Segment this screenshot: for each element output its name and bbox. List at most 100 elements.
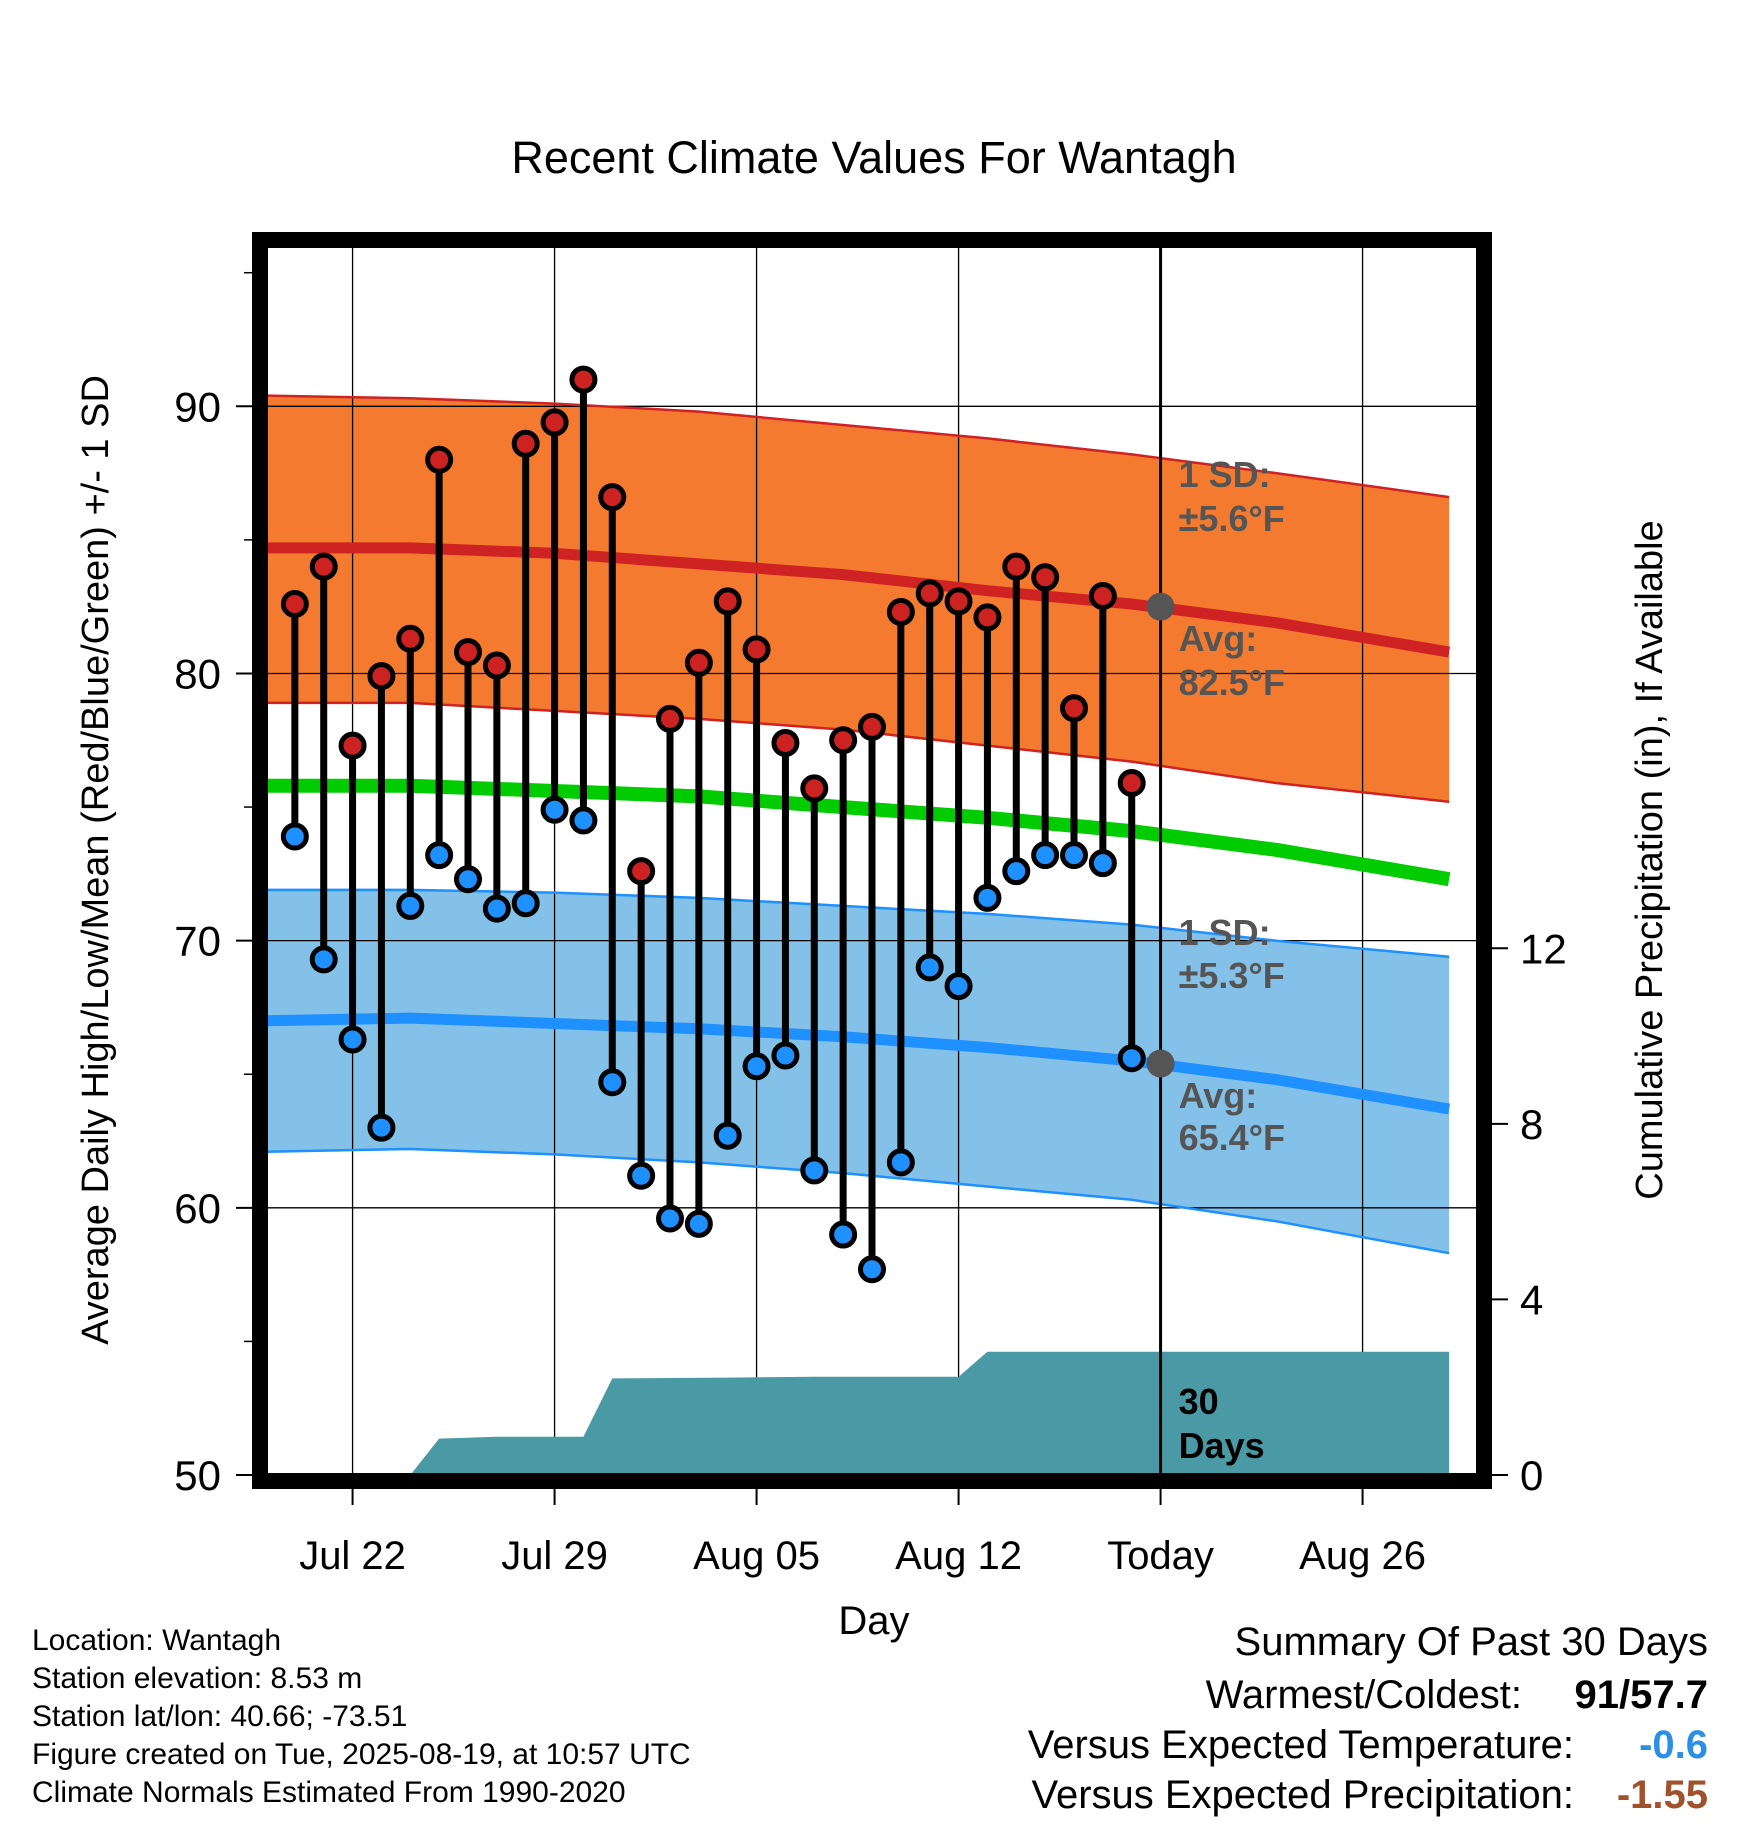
daily-low-point	[800, 1156, 829, 1185]
precip-label: Versus Expected Precipitation:	[1031, 1773, 1574, 1817]
daily-high-point	[454, 638, 482, 667]
high-avg-value: 82.5°F	[1179, 662, 1285, 703]
y-tick-label: 90	[174, 383, 221, 430]
precip-value: -1.55	[1616, 1773, 1708, 1817]
precipitation-area	[266, 1351, 1450, 1475]
daily-low-point	[829, 1220, 858, 1249]
daily-low-point	[569, 806, 598, 835]
normal-high-line	[266, 542, 1451, 658]
normals-text: Climate Normals Estimated From 1990-2020	[32, 1776, 626, 1809]
daily-high-point	[367, 662, 396, 691]
daily-low-point	[396, 891, 425, 920]
high-sd-upper-line	[265, 394, 1450, 499]
daily-low-point	[915, 953, 944, 982]
daily-low-point	[511, 889, 540, 918]
daily-high-point	[540, 408, 569, 437]
daily-low-point	[627, 1161, 656, 1190]
daily-high-point	[598, 483, 627, 512]
high-avg-label: Avg:	[1179, 618, 1258, 659]
daily-high-point	[396, 624, 425, 653]
daily-low-point	[338, 1025, 367, 1054]
warm-cold-label: Warmest/Coldest:	[1205, 1673, 1522, 1717]
daily-high-point	[338, 731, 367, 760]
warmest-value: 91	[1574, 1673, 1620, 1717]
daily-high-point	[858, 712, 886, 741]
elevation-text: Station elevation: 8.53 m	[32, 1662, 363, 1695]
y2-tick-label: 8	[1520, 1101, 1543, 1148]
daily-high-point	[280, 590, 309, 619]
high-sd-band	[266, 395, 1450, 802]
summary-warm-cold-row: Warmest/Coldest: 91/57.7	[1205, 1673, 1708, 1717]
low-sd-band	[266, 889, 1450, 1254]
daily-low-point	[713, 1121, 742, 1150]
daily-high-point	[1117, 769, 1146, 798]
daily-low-point	[1060, 841, 1088, 870]
y2-tick-label: 12	[1520, 925, 1567, 972]
daily-low-point	[1088, 849, 1117, 878]
y-tick-label: 50	[174, 1452, 221, 1499]
daily-high-point	[684, 648, 713, 677]
daily-low-point	[742, 1052, 771, 1081]
low-avg-value: 65.4°F	[1179, 1117, 1285, 1158]
daily-high-point	[973, 603, 1002, 632]
daily-high-point	[1088, 581, 1117, 610]
daily-low-point	[973, 883, 1002, 912]
y-tick-label: 70	[174, 918, 221, 965]
high-sd-label: 1 SD:	[1179, 454, 1271, 495]
daily-temperature-bars	[280, 365, 1146, 1284]
daily-low-point	[454, 865, 482, 894]
high-sd-value: ±5.6°F	[1179, 498, 1285, 539]
axes: 50 60 70 80 90 0 4 8 12 Jul 22 Jul 29 Aug 05 Aug 12 T…	[174, 271, 1567, 1578]
footer-info: Location: Wantagh Station elevation: 8.5…	[32, 1622, 691, 1812]
x-tick-label: Jul 22	[299, 1534, 406, 1578]
daily-low-point	[482, 894, 511, 923]
created-text: Figure created on Tue, 2025-08-19, at 10…	[32, 1738, 691, 1771]
today-high-avg-marker	[1146, 592, 1175, 621]
y-tick-label: 80	[174, 650, 221, 697]
x-axis-label: Day	[838, 1599, 909, 1643]
latlon-text: Station lat/lon: 40.66; -73.51	[32, 1700, 408, 1733]
y-tick-label: 60	[174, 1185, 221, 1232]
daily-high-point	[569, 365, 598, 394]
normal-bands	[266, 395, 1450, 1254]
summary-title: Summary Of Past 30 Days	[1234, 1620, 1708, 1664]
daily-high-point	[713, 587, 742, 616]
daily-low-point	[656, 1204, 684, 1233]
coldest-value: 57.7	[1630, 1673, 1708, 1717]
daily-high-point	[482, 651, 511, 680]
x-tick-label: Aug 26	[1299, 1534, 1426, 1578]
today-low-avg-marker	[1146, 1049, 1175, 1078]
daily-low-point	[886, 1148, 915, 1177]
daily-low-point	[280, 822, 309, 851]
y2-tick-label: 0	[1520, 1452, 1543, 1499]
daily-high-point	[1060, 694, 1088, 723]
daily-low-point	[309, 945, 338, 974]
daily-high-point	[1031, 563, 1060, 592]
y-axis-label: Average Daily High/Low/Mean (Red/Blue/Gr…	[75, 375, 117, 1345]
daily-low-point	[684, 1209, 713, 1238]
x-tick-label: Aug 05	[693, 1534, 820, 1578]
daily-low-point	[367, 1113, 396, 1142]
daily-low-point	[598, 1068, 627, 1097]
location-text: Location: Wantagh	[32, 1624, 282, 1657]
plot-frame	[252, 232, 1492, 1489]
daily-low-point	[1117, 1044, 1146, 1073]
daily-low-point	[944, 972, 973, 1001]
low-sd-value: ±5.3°F	[1179, 955, 1285, 996]
daily-high-point	[829, 726, 858, 755]
summary-temp-row: Versus Expected Temperature: -0.6	[1028, 1723, 1708, 1768]
x-tick-label: Aug 12	[895, 1534, 1022, 1578]
y2-axis-label: Cumulative Precipitation (in), If Availa…	[1629, 520, 1671, 1199]
daily-low-point	[540, 795, 569, 824]
x-tick-label: Jul 29	[501, 1534, 608, 1578]
daily-low-point	[858, 1255, 886, 1284]
daily-high-point	[944, 587, 973, 616]
daily-low-point	[771, 1041, 800, 1070]
daily-high-point	[800, 774, 829, 803]
y2-tick-label: 4	[1520, 1276, 1543, 1323]
low-avg-label: Avg:	[1179, 1075, 1258, 1116]
daily-high-point	[656, 704, 684, 733]
plot-border	[252, 232, 1492, 1489]
